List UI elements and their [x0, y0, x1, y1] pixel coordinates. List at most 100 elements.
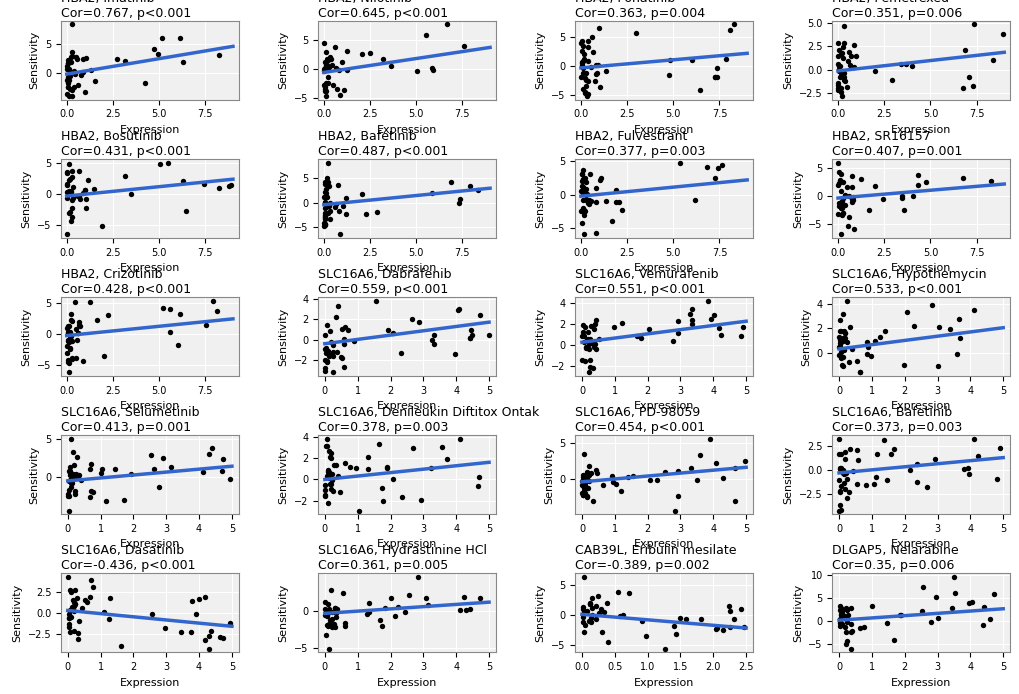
Point — [329, 301, 345, 312]
Point — [70, 165, 87, 176]
Point — [442, 176, 459, 187]
Point — [64, 335, 81, 346]
Point — [878, 475, 895, 486]
Point — [837, 626, 853, 637]
Point — [321, 615, 337, 626]
Point — [587, 315, 603, 326]
Point — [64, 446, 81, 457]
Point — [593, 627, 609, 638]
X-axis label: Expression: Expression — [633, 401, 694, 412]
Point — [86, 581, 102, 592]
Y-axis label: Sensitivity: Sensitivity — [535, 169, 545, 228]
Point — [63, 91, 79, 102]
Point — [318, 440, 334, 451]
Point — [583, 617, 599, 628]
Point — [834, 464, 850, 475]
Point — [574, 205, 590, 216]
Point — [577, 72, 593, 83]
Point — [714, 472, 731, 483]
Point — [591, 333, 607, 344]
Point — [946, 587, 962, 598]
Point — [579, 89, 595, 100]
Point — [705, 309, 721, 320]
Point — [317, 347, 333, 358]
Point — [625, 471, 641, 482]
Point — [66, 584, 83, 595]
Point — [338, 65, 355, 76]
Point — [59, 322, 75, 333]
Point — [574, 45, 590, 56]
Point — [840, 56, 856, 67]
Point — [830, 60, 847, 71]
Point — [876, 325, 893, 336]
Point — [75, 187, 92, 198]
Point — [830, 337, 847, 348]
Point — [320, 608, 336, 619]
Point — [843, 182, 859, 193]
Point — [108, 53, 124, 64]
Point — [60, 58, 76, 69]
Point — [833, 611, 849, 623]
Point — [462, 181, 478, 192]
Point — [455, 40, 472, 51]
Point — [666, 505, 683, 516]
X-axis label: Expression: Expression — [376, 401, 437, 412]
Point — [587, 227, 603, 238]
Point — [61, 342, 77, 353]
Point — [360, 452, 376, 463]
Point — [830, 167, 847, 178]
Y-axis label: Sensitivity: Sensitivity — [278, 584, 288, 642]
Point — [577, 195, 593, 206]
X-axis label: Expression: Expression — [633, 263, 694, 273]
Point — [842, 51, 858, 62]
Text: HBA2, Nilotinib
Cor=0.645, p<0.001: HBA2, Nilotinib Cor=0.645, p<0.001 — [318, 0, 448, 19]
Point — [727, 462, 743, 473]
Point — [725, 19, 741, 30]
Point — [574, 604, 590, 615]
Point — [63, 433, 79, 444]
Point — [59, 64, 75, 75]
Point — [60, 78, 76, 89]
Point — [59, 187, 75, 198]
Point — [576, 331, 592, 342]
Point — [59, 179, 75, 190]
Point — [319, 157, 335, 168]
Point — [455, 591, 472, 602]
Point — [417, 29, 433, 40]
Point — [63, 602, 79, 613]
Point — [830, 65, 847, 76]
Point — [116, 494, 132, 505]
Point — [63, 473, 79, 484]
Point — [320, 603, 336, 614]
Text: HBA2, Fulvestrant
Cor=0.377, p=0.003: HBA2, Fulvestrant Cor=0.377, p=0.003 — [575, 130, 705, 158]
Point — [195, 467, 211, 478]
Point — [709, 163, 726, 174]
Point — [317, 330, 333, 341]
Point — [337, 208, 354, 219]
Point — [917, 481, 933, 492]
Point — [914, 581, 930, 592]
Point — [326, 602, 342, 613]
Point — [574, 56, 590, 67]
Point — [373, 620, 389, 632]
Point — [830, 604, 847, 616]
Point — [895, 204, 911, 215]
Point — [326, 459, 342, 471]
Point — [320, 464, 336, 475]
Point — [833, 86, 849, 97]
Point — [317, 629, 333, 641]
Point — [929, 612, 946, 623]
Point — [323, 484, 339, 495]
Point — [591, 22, 607, 33]
Point — [63, 314, 79, 325]
Point — [60, 74, 76, 85]
Point — [640, 323, 656, 335]
Point — [65, 65, 82, 76]
Point — [835, 351, 851, 362]
Point — [574, 40, 590, 51]
Point — [317, 597, 333, 608]
Point — [575, 182, 591, 193]
Point — [358, 208, 374, 219]
Point — [59, 347, 75, 358]
Point — [843, 625, 859, 636]
